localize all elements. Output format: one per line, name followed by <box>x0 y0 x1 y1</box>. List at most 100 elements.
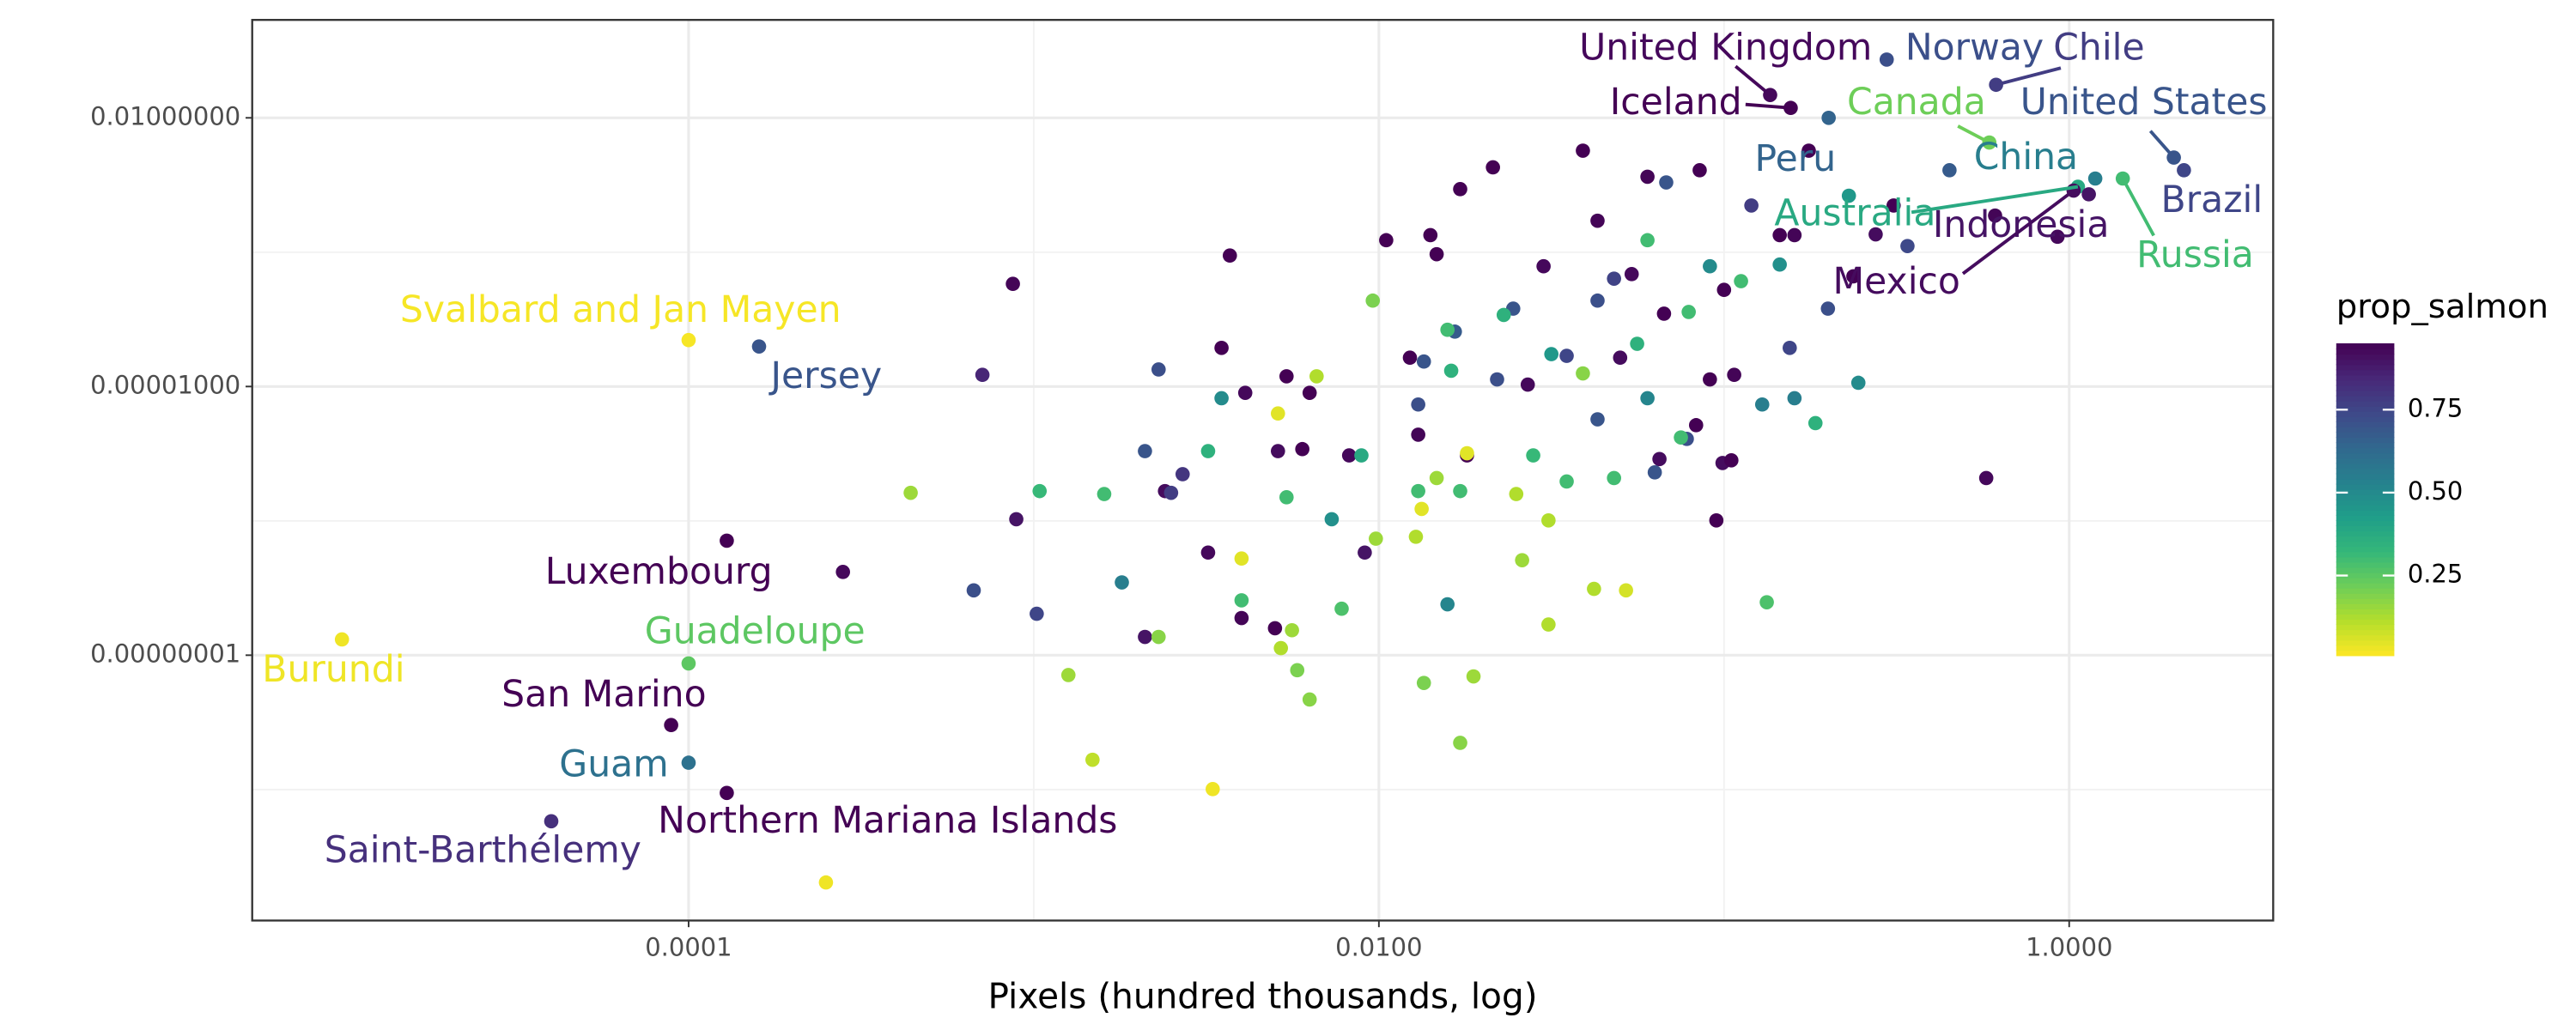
point <box>1443 363 1459 379</box>
point <box>1607 470 1621 486</box>
point <box>1453 483 1467 499</box>
point <box>966 583 981 598</box>
point-label: Brazil <box>2161 179 2263 221</box>
point <box>2115 171 2130 186</box>
point <box>818 875 834 890</box>
point <box>1787 391 1802 406</box>
colorbar-step <box>2336 468 2395 475</box>
colorbar-step <box>2336 483 2395 490</box>
point <box>1886 198 1901 213</box>
colorbar-step <box>2336 546 2395 553</box>
colorbar-step <box>2336 463 2395 470</box>
point <box>1009 512 1024 527</box>
point <box>681 755 696 770</box>
point <box>1787 227 1802 243</box>
colorbar-step <box>2336 509 2395 516</box>
point <box>1515 553 1529 567</box>
colorbar-step <box>2336 457 2395 464</box>
point <box>1520 377 1535 392</box>
point <box>1820 301 1836 316</box>
point <box>1744 198 1759 213</box>
point <box>1429 470 1444 486</box>
point <box>1402 350 1418 365</box>
point <box>1354 448 1369 463</box>
point-label: United Kingdom <box>1579 27 1872 69</box>
leader-line <box>1996 66 2062 87</box>
colorbar-step <box>2336 410 2395 417</box>
point-label: San Marino <box>501 674 706 716</box>
colorbar-step <box>2336 603 2395 609</box>
colorbar-step <box>2336 514 2395 522</box>
point-label: Peru <box>1754 138 1836 180</box>
point <box>1724 452 1739 468</box>
point <box>1414 501 1429 517</box>
point <box>1285 622 1299 638</box>
point <box>1942 163 1957 178</box>
point <box>1453 182 1467 197</box>
point <box>1358 545 1372 560</box>
point <box>1234 551 1249 566</box>
point <box>544 814 559 829</box>
colorbar <box>2336 343 2395 657</box>
point-label: Svalbard and Jan Mayen <box>400 289 841 331</box>
point <box>2087 171 2103 186</box>
point-label: Chile <box>2053 27 2144 69</box>
colorbar-step <box>2336 442 2395 449</box>
colorbar-step <box>2336 447 2395 454</box>
point <box>1640 233 1655 248</box>
point <box>1369 531 1383 546</box>
point <box>1772 227 1787 243</box>
point <box>1411 427 1425 442</box>
colorbar-step <box>2336 452 2395 459</box>
point <box>1807 415 1823 431</box>
point-label: Canada <box>1847 82 1986 124</box>
colorbar-step <box>2336 650 2395 657</box>
colorbar-step <box>2336 343 2395 350</box>
point <box>1466 669 1481 684</box>
y-tick-label: 0.00000001 <box>90 639 240 668</box>
colorbar-step <box>2336 536 2395 542</box>
point <box>1590 213 1605 228</box>
x-tick-label: 0.0100 <box>1335 932 1422 961</box>
point <box>1541 617 1556 632</box>
colorbar-step <box>2336 634 2395 641</box>
point-label: Guadeloupe <box>645 611 866 653</box>
point-label: Northern Mariana Islands <box>658 800 1117 842</box>
point <box>1309 369 1324 384</box>
point <box>1032 483 1048 499</box>
colorbar-step <box>2336 551 2395 558</box>
point <box>1703 372 1717 387</box>
point <box>1841 188 1856 203</box>
leader-line <box>1735 64 1771 97</box>
point <box>1302 692 1317 707</box>
point <box>1138 444 1152 458</box>
point <box>1271 444 1285 458</box>
colorbar-step <box>2336 582 2395 589</box>
point-label: Mexico <box>1832 261 1959 303</box>
point <box>1541 512 1556 528</box>
point <box>1271 406 1285 421</box>
point <box>1619 583 1633 598</box>
point <box>1429 246 1444 262</box>
point <box>1453 736 1467 750</box>
colorbar-step <box>2336 572 2395 579</box>
point <box>1030 606 1044 621</box>
point-label: Guam <box>559 743 668 785</box>
y-tick-label: 0.01000000 <box>90 101 240 130</box>
point <box>1659 175 1674 190</box>
x-tick-label: 0.0001 <box>645 932 732 961</box>
point <box>1005 276 1020 292</box>
point <box>1590 412 1605 427</box>
point <box>1647 465 1662 480</box>
point-label: United States <box>2020 82 2268 124</box>
point-label: Saint-Barthélemy <box>325 830 641 872</box>
point <box>1630 336 1644 351</box>
point <box>1379 233 1394 248</box>
point <box>1526 448 1540 463</box>
colorbar-step <box>2336 478 2395 485</box>
point-label: Norway <box>1905 27 2044 69</box>
point <box>1640 169 1655 185</box>
colorbar-step <box>2336 436 2395 444</box>
point <box>1411 483 1425 499</box>
